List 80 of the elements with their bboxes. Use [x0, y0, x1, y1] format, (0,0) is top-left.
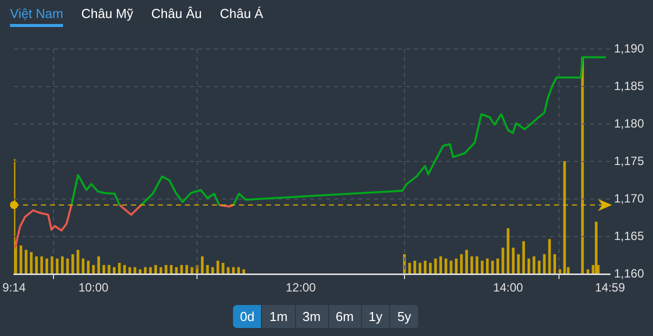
bar	[222, 262, 224, 274]
bar	[86, 260, 90, 274]
x-tick-label: 9:14	[2, 280, 26, 295]
bar	[424, 260, 426, 274]
bar	[444, 258, 448, 274]
bar	[563, 161, 566, 274]
y-tick-label: 1,190	[614, 41, 644, 56]
bar	[548, 239, 551, 274]
bar	[50, 256, 54, 274]
bar	[439, 256, 442, 274]
bar	[527, 258, 530, 274]
x-tick-label: 10:00	[78, 280, 109, 295]
bar	[491, 260, 494, 274]
bar	[460, 254, 463, 274]
text: 5y	[390, 305, 420, 328]
text: 6m	[328, 305, 362, 328]
bar	[40, 256, 43, 274]
bar	[581, 57, 584, 274]
bar	[434, 258, 437, 274]
bar	[45, 258, 48, 274]
text: Châu Âu	[151, 6, 202, 23]
y-tick-label: 1,160	[614, 266, 644, 280]
bar	[82, 258, 84, 274]
bar	[97, 256, 100, 274]
x-tick-label: 14:00	[493, 280, 524, 295]
bar	[522, 241, 525, 274]
bar	[512, 248, 515, 274]
bar	[92, 265, 95, 274]
y-tick-label: 1,185	[614, 78, 644, 93]
bar	[465, 250, 468, 274]
bar	[20, 246, 22, 274]
bar	[35, 256, 38, 274]
bar	[517, 254, 520, 274]
bar	[506, 228, 510, 274]
x-tick-label: 12:00	[286, 280, 316, 295]
text: 3m	[296, 305, 329, 328]
bar	[123, 265, 126, 274]
bar	[149, 267, 152, 274]
bar	[470, 256, 474, 274]
y-tick-label: 1,170	[614, 191, 644, 206]
bar	[164, 265, 168, 274]
text: 1m	[262, 305, 296, 328]
bar	[486, 258, 489, 274]
bar	[216, 260, 220, 274]
text: Việt Nam	[10, 6, 64, 27]
bar	[61, 256, 64, 274]
bar	[532, 256, 536, 274]
x-tick-label: 14:59	[594, 280, 626, 295]
bar	[594, 222, 598, 274]
bar	[454, 258, 458, 274]
bar	[553, 254, 556, 274]
bar	[190, 267, 194, 274]
bar	[200, 256, 204, 274]
bar	[538, 260, 541, 274]
bar	[543, 254, 546, 274]
bar	[450, 260, 452, 274]
bar	[496, 258, 500, 274]
bar	[476, 256, 478, 274]
bar	[413, 260, 416, 274]
bar	[418, 262, 422, 274]
bar	[403, 254, 406, 274]
bar	[71, 254, 74, 274]
bar	[30, 252, 33, 274]
bar	[24, 250, 28, 274]
bar	[180, 265, 183, 274]
y-tick-label: 1,180	[614, 116, 644, 130]
y-tick-label: 1,165	[614, 228, 644, 243]
y-tick-label: 1,175	[614, 154, 644, 168]
text: Châu Á	[220, 6, 264, 23]
bar	[502, 248, 504, 274]
bar	[134, 267, 136, 274]
text: Châu Mỹ	[81, 6, 134, 23]
bar	[76, 250, 80, 274]
bar	[108, 265, 110, 274]
bar	[480, 260, 484, 274]
bar	[206, 265, 209, 274]
text: 0d	[233, 305, 262, 328]
bar	[66, 258, 69, 274]
text: 1y	[362, 305, 390, 328]
bar	[56, 258, 59, 274]
